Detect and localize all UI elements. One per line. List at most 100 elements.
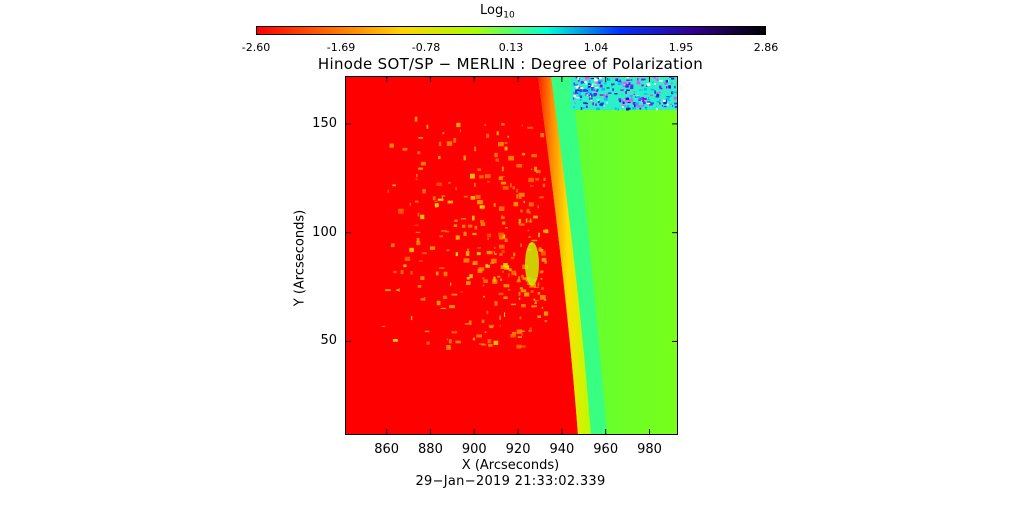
feature-pixel — [521, 124, 523, 127]
feature-pixel — [469, 320, 472, 325]
noise-pixel — [586, 91, 591, 94]
noise-pixel — [586, 89, 588, 93]
noise-pixel — [577, 86, 582, 89]
noise-pixel — [586, 94, 588, 96]
feature-pixel — [513, 201, 519, 207]
noise-pixel — [666, 79, 668, 83]
feature-pixel — [482, 284, 485, 287]
feature-pixel — [495, 158, 499, 162]
feature-pixel — [476, 334, 482, 338]
feature-pixel — [481, 319, 485, 323]
noise-pixel — [633, 93, 635, 95]
feature-pixel — [531, 305, 535, 308]
feature-pixel — [531, 168, 533, 170]
feature-pixel — [484, 331, 487, 333]
noise-pixel — [620, 89, 624, 91]
feature-pixel — [500, 181, 507, 185]
colorbar-tick-label: 1.04 — [583, 41, 609, 54]
feature-pixel — [504, 238, 508, 243]
feature-pixel — [501, 249, 505, 253]
noise-pixel — [638, 98, 641, 101]
noise-pixel — [573, 82, 575, 85]
noise-pixel — [641, 84, 644, 87]
noise-pixel — [606, 101, 608, 104]
feature-pixel — [526, 211, 531, 214]
noise-pixel — [578, 79, 580, 82]
noise-pixel — [626, 76, 629, 79]
noise-pixel — [614, 107, 617, 110]
x-tick-label: 880 — [418, 442, 443, 457]
colorbar-tick-label: -2.60 — [241, 41, 271, 54]
feature-pixel — [470, 196, 476, 200]
noise-pixel — [638, 97, 642, 100]
noise-pixel — [669, 95, 672, 97]
feature-pixel — [418, 167, 424, 170]
feature-pixel — [513, 252, 516, 257]
noise-pixel — [663, 101, 667, 105]
feature-pixel — [415, 178, 418, 180]
feature-pixel — [467, 248, 469, 252]
feature-pixel — [481, 343, 487, 346]
feature-pixel — [525, 218, 528, 223]
feature-pixel — [538, 232, 540, 238]
feature-pixel — [455, 252, 458, 257]
noise-pixel — [580, 87, 584, 89]
feature-pixel — [436, 182, 442, 186]
noise-pixel — [630, 96, 633, 99]
feature-pixel — [477, 168, 482, 171]
feature-pixel — [486, 250, 493, 255]
chart-title: Hinode SOT/SP − MERLIN : Degree of Polar… — [317, 55, 704, 73]
noise-pixel — [667, 98, 670, 101]
feature-pixel — [507, 289, 511, 291]
feature-pixel — [463, 195, 468, 198]
feature-pixel — [484, 174, 491, 179]
feature-pixel — [470, 173, 475, 179]
noise-pixel — [645, 85, 648, 87]
feature-pixel — [501, 216, 505, 220]
feature-pixel — [477, 200, 483, 205]
noise-pixel — [597, 99, 600, 102]
feature-pixel — [536, 170, 541, 174]
feature-pixel — [472, 260, 478, 265]
noise-pixel — [573, 94, 576, 98]
feature-pixel — [527, 229, 529, 232]
noise-pixel — [604, 81, 607, 85]
noise-pixel — [622, 85, 626, 87]
feature-pixel — [521, 333, 523, 336]
feature-pixel — [392, 184, 396, 187]
feature-pixel — [472, 232, 477, 236]
feature-pixel — [404, 256, 411, 261]
noise-pixel — [604, 98, 608, 100]
feature-pixel — [417, 151, 421, 155]
feature-pixel — [499, 236, 504, 240]
feature-pixel — [441, 196, 443, 202]
feature-pixel — [521, 210, 523, 213]
noise-pixel — [628, 82, 631, 85]
noise-pixel — [587, 85, 591, 88]
noise-pixel — [629, 95, 632, 97]
noise-pixel — [589, 85, 594, 88]
noise-pixel — [659, 99, 661, 102]
feature-pixel — [534, 166, 537, 172]
feature-pixel — [510, 334, 516, 338]
feature-pixel — [435, 271, 439, 276]
feature-pixel — [529, 327, 532, 332]
colorbar-tick-label: 1.95 — [668, 41, 694, 54]
feature-pixel — [461, 218, 466, 220]
feature-pixel — [519, 197, 522, 199]
feature-pixel — [508, 155, 514, 161]
feature-pixel — [503, 263, 508, 268]
noise-pixel — [595, 103, 597, 107]
feature-pixel — [478, 343, 485, 345]
feature-pixel — [544, 299, 547, 301]
feature-pixel — [537, 205, 539, 209]
feature-pixel — [429, 246, 436, 250]
feature-pixel — [506, 265, 510, 270]
noise-pixel — [674, 102, 678, 105]
noise-pixel — [621, 105, 626, 107]
noise-pixel — [596, 77, 599, 80]
noise-pixel — [584, 82, 586, 85]
feature-pixel — [498, 142, 504, 147]
feature-pixel — [487, 237, 490, 240]
feature-pixel — [528, 330, 532, 332]
